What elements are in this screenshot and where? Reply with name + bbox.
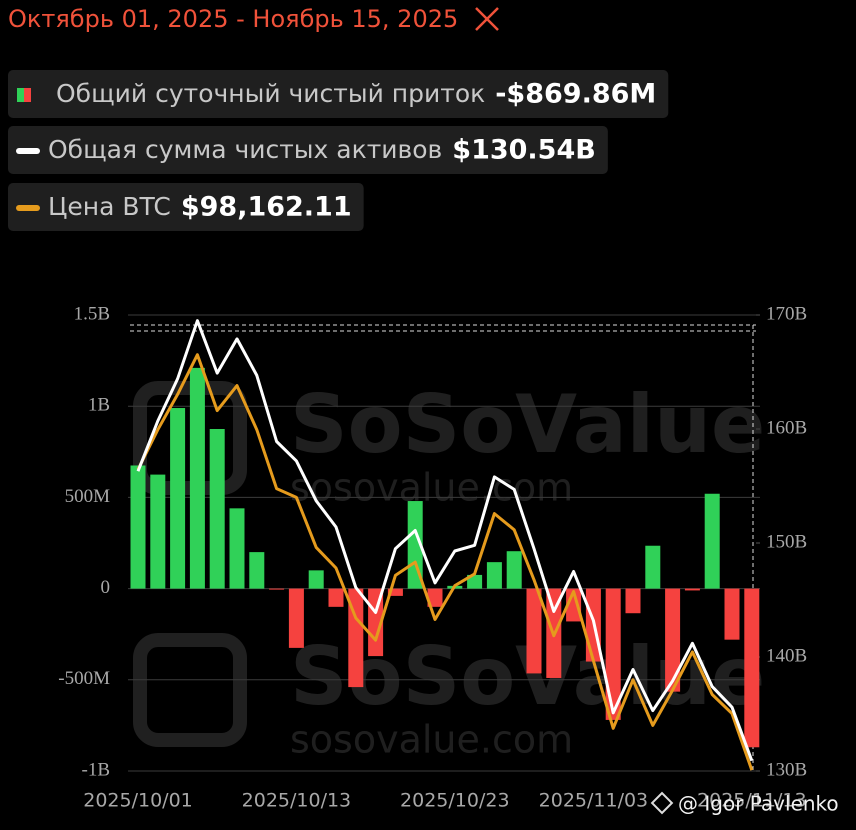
y-tick-label: 500M (65, 486, 111, 507)
legend-value: -$869.86M (495, 79, 656, 110)
bar (170, 408, 186, 589)
bar (526, 588, 542, 674)
y-tick-label: 1.5B (74, 303, 110, 324)
credit-icon (650, 791, 674, 815)
bar (486, 562, 502, 589)
bar (328, 588, 344, 607)
legend-label: Общий суточный чистый приток (56, 79, 485, 108)
y-tick-label: -1B (82, 759, 111, 780)
line (136, 353, 754, 771)
legend-value: $130.54B (452, 135, 596, 166)
x-tick-label: 2025/11/13 (697, 790, 807, 812)
bar (189, 367, 205, 589)
legend-icon (17, 88, 24, 102)
y2-tick-label: 150B (766, 531, 807, 552)
y-tick-label: 1B (88, 395, 110, 416)
legend-icon (24, 88, 31, 102)
legend-label: Общая сумма чистых активов (48, 135, 442, 164)
bar (150, 474, 166, 589)
bar (229, 508, 245, 589)
bar (724, 588, 740, 640)
y2-tick-label: 160B (766, 417, 807, 438)
legend: Общий суточный чистый приток -$869.86MОбщ… (8, 70, 669, 231)
bar (704, 493, 720, 589)
bar (427, 588, 443, 607)
bar (269, 588, 285, 590)
bar (249, 552, 265, 589)
bar (209, 429, 225, 589)
bar (665, 588, 681, 692)
legend-label: Цена BTC (48, 192, 171, 221)
legend-item: Цена BTC $98,162.11 (8, 183, 364, 231)
y-tick-label: -500M (58, 668, 110, 689)
close-button[interactable] (475, 7, 499, 31)
bar (645, 545, 661, 589)
credit-text: @ Igor Pavlenko (678, 792, 839, 816)
watermark-subtext: sosovalue.com (290, 718, 573, 762)
legend-item: Общий суточный чистый приток -$869.86M (8, 70, 669, 118)
x-tick-label: 2025/10/01 (83, 790, 193, 812)
x-tick-label: 2025/11/03 (539, 790, 649, 812)
bar (407, 501, 423, 589)
credit: @ Igor Pavlenko (650, 791, 839, 816)
bar (387, 588, 403, 596)
watermark-subtext: sosovalue.com (290, 466, 573, 510)
legend-box (8, 126, 608, 174)
bar (506, 551, 522, 589)
y2-tick-label: 130B (766, 759, 807, 780)
legend-item: Общая сумма чистых активов $130.54B (8, 126, 608, 174)
watermark-logo (133, 633, 247, 747)
line (136, 319, 754, 762)
y-tick-label: 0 (101, 577, 111, 598)
bar (744, 588, 760, 748)
bar (684, 588, 700, 591)
bar (605, 588, 621, 720)
bar (625, 588, 641, 614)
bar (348, 588, 364, 688)
x-tick-label: 2025/10/13 (242, 790, 352, 812)
bar (288, 588, 304, 648)
legend-box (8, 70, 669, 118)
legend-box (8, 183, 364, 231)
bar (130, 465, 146, 589)
close-icon (475, 7, 499, 31)
bar (467, 574, 483, 589)
plot: -1B -500M 0 500M 1B 1.5B 130B 140B 150B 160B 170B S… (58, 303, 838, 815)
x-tick-label: 2025/10/23 (400, 790, 510, 812)
y2-tick-label: 140B (766, 645, 807, 666)
watermark-text: SoSoValue (290, 378, 765, 471)
y2-tick-label: 170B (766, 303, 807, 324)
bar (308, 570, 324, 589)
legend-value: $98,162.11 (181, 192, 352, 223)
chart-title: Октябрь 01, 2025 - Ноябрь 15, 2025 (8, 5, 458, 33)
